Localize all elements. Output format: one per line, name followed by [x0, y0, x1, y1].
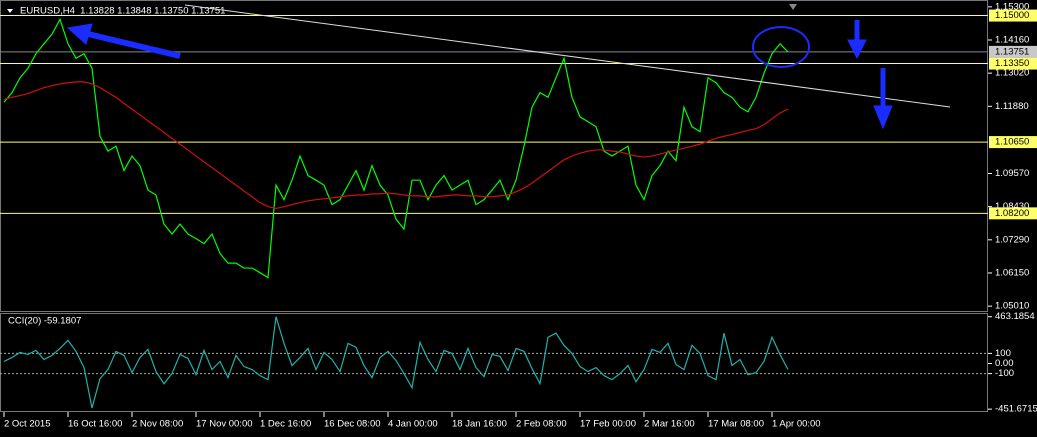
y-tick-label: 1.11880: [995, 101, 1029, 112]
level-label: 1.08200: [995, 208, 1029, 219]
chart-title: EURUSD,H4 1.13828 1.13848 1.13750 1.1375…: [20, 6, 225, 17]
x-tick-label: 18 Jan 16:00: [452, 419, 507, 430]
y-tick-label: -100: [995, 368, 1014, 379]
y-tick-label: 1.09570: [995, 168, 1029, 179]
level-label-bg: [989, 57, 1037, 70]
main-panel: [0, 0, 988, 312]
y-tick-label: 100: [995, 348, 1011, 359]
series-line: [3, 316, 789, 409]
level-label-bg: [989, 136, 1037, 149]
y-tick-label: 463.1854: [995, 311, 1035, 322]
y-tick-label: -451.6715: [995, 404, 1037, 415]
x-tick-label: 1 Apr 00:00: [772, 419, 821, 430]
last-price-label-bg: [989, 45, 1037, 58]
level-label: 1.10650: [995, 137, 1029, 148]
trendline: [184, 4, 951, 108]
x-tick-label: 16 Oct 16:00: [68, 419, 122, 430]
series-line: [3, 17, 789, 279]
x-tick-label: 17 Feb 00:00: [580, 419, 636, 430]
y-tick-label: 1.08430: [995, 201, 1029, 212]
y-tick-label: 0.00: [995, 358, 1014, 369]
arrow-head: [66, 23, 93, 45]
last-price-label: 1.13751: [995, 46, 1029, 57]
x-tick-label: 2 Nov 08:00: [132, 419, 183, 430]
cci-title: CCI(20) -59.1807: [8, 316, 81, 327]
level-label: 1.13350: [995, 58, 1029, 69]
level-label: 1.15000: [995, 10, 1029, 21]
arrow-shaft: [87, 31, 181, 59]
x-tick-label: 17 Mar 08:00: [708, 419, 764, 430]
x-tick-label: 2 Feb 08:00: [516, 419, 567, 430]
collapse-icon: [7, 9, 13, 13]
y-tick-label: 1.05010: [995, 301, 1029, 312]
y-tick-label: 1.15300: [995, 1, 1029, 12]
x-tick-label: 4 Jan 00:00: [388, 419, 438, 430]
annotations: [66, 20, 893, 130]
x-tick-label: 17 Nov 00:00: [196, 419, 253, 430]
x-tick-label: 2 Mar 16:00: [644, 419, 695, 430]
y-tick-label: 1.13020: [995, 68, 1029, 79]
arrow-head: [873, 105, 893, 130]
x-tick-label: 16 Dec 08:00: [324, 419, 381, 430]
shift-marker: [789, 4, 797, 10]
series-line: [3, 81, 789, 210]
arrow-head: [847, 39, 867, 60]
y-tick-label: 1.07290: [995, 234, 1029, 245]
cci-panel: [0, 313, 988, 412]
level-label-bg: [989, 9, 1037, 22]
level-label-bg: [989, 207, 1037, 220]
x-tick-label: 2 Oct 2015: [4, 419, 50, 430]
highlight-ellipse: [752, 26, 810, 68]
y-tick-label: 1.06150: [995, 267, 1029, 278]
y-tick-label: 1.14160: [995, 35, 1029, 46]
x-tick-label: 1 Dec 16:00: [260, 419, 311, 430]
